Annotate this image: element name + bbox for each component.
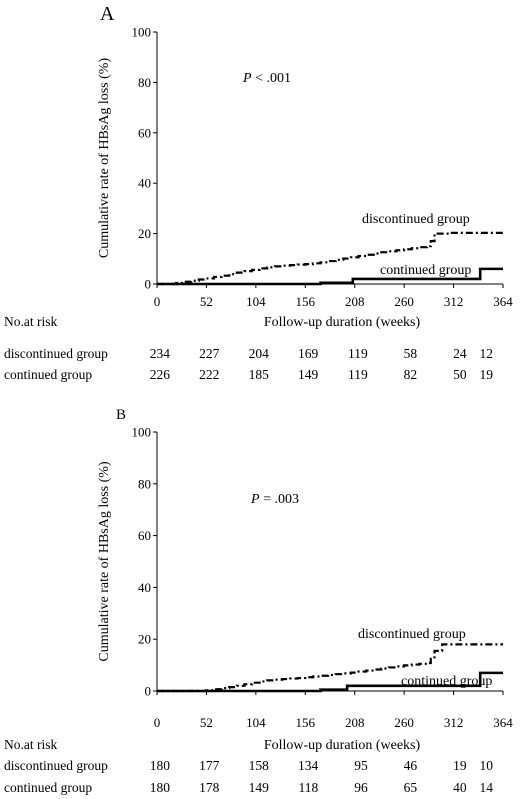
y-tick-label: 100 (132, 25, 152, 40)
panel-a: A 0 20 40 60 80 100 0 52 104 156 208 260 312 364 Cumula… (4, 3, 513, 382)
series-label: discontinued group (358, 627, 466, 642)
risk-value: 177 (199, 758, 220, 773)
risk-row-label: continued group (4, 780, 92, 795)
y-tick-label: 20 (138, 632, 151, 647)
x-tick-label: 0 (154, 294, 161, 309)
x-tick-label: 312 (444, 294, 464, 309)
panel-b: B 0 20 40 60 80 100 0 52 104 156 208 260 312 364 Cumula… (4, 407, 513, 795)
x-axis-title: Follow-up duration (weeks) (264, 315, 421, 330)
x-tick-label: 156 (296, 715, 316, 730)
risk-value: 149 (249, 780, 270, 795)
series-line-discontinued (157, 643, 503, 693)
y-axis-title: Cumulative rate of HBsAg loss (%) (97, 461, 112, 662)
risk-value: 185 (249, 367, 270, 382)
risk-table-title: No.at risk (4, 737, 57, 752)
risk-value: 12 (480, 346, 494, 361)
x-tick-label: 156 (296, 294, 316, 309)
risk-value: 40 (453, 780, 467, 795)
risk-value: 204 (249, 346, 270, 361)
risk-value: 96 (354, 780, 368, 795)
x-tick-label: 104 (246, 294, 266, 309)
y-tick-label: 40 (138, 580, 151, 595)
risk-value: 180 (150, 758, 171, 773)
series-label: continued group (380, 263, 471, 278)
risk-value: 82 (404, 367, 418, 382)
y-tick-label: 80 (138, 75, 151, 90)
x-tick-label: 208 (345, 715, 365, 730)
y-tick-label: 40 (138, 176, 151, 191)
y-tick-label: 0 (145, 684, 152, 699)
y-tick-label: 100 (132, 425, 152, 440)
p-value-annotation: P = .003 (250, 492, 299, 507)
risk-value: 169 (298, 346, 319, 361)
x-tick-label: 260 (394, 294, 414, 309)
risk-value: 118 (299, 780, 319, 795)
risk-value: 19 (453, 758, 467, 773)
y-axis-title: Cumulative rate of HBsAg loss (%) (97, 58, 112, 259)
risk-value: 234 (150, 346, 171, 361)
risk-value: 178 (199, 780, 220, 795)
risk-value: 14 (480, 780, 494, 795)
risk-value: 227 (199, 346, 220, 361)
risk-value: 50 (453, 367, 467, 382)
series-line-discontinued (157, 231, 503, 286)
x-axis-title: Follow-up duration (weeks) (264, 738, 421, 753)
y-tick-label: 60 (138, 528, 151, 543)
x-tick-label: 208 (345, 294, 365, 309)
risk-value: 24 (453, 346, 467, 361)
risk-row-label: discontinued group (4, 346, 108, 361)
risk-value: 222 (199, 367, 219, 382)
x-tick-label: 312 (444, 715, 464, 730)
p-value-prefix: P (242, 71, 252, 86)
risk-value: 119 (348, 346, 368, 361)
series-label: continued group (401, 674, 492, 689)
x-tick-label: 52 (200, 294, 213, 309)
x-tick-label: 0 (154, 715, 161, 730)
y-tick-label: 80 (138, 476, 151, 491)
risk-value: 226 (150, 367, 171, 382)
y-tick-label: 60 (138, 125, 151, 140)
risk-table-title: No.at risk (4, 314, 57, 329)
risk-row-label: continued group (4, 367, 92, 382)
x-tick-label: 52 (200, 715, 213, 730)
series-label: discontinued group (362, 212, 470, 227)
panel-label: B (116, 407, 126, 423)
p-value-text: < .001 (252, 71, 291, 86)
p-value-text: = .003 (260, 492, 299, 507)
risk-value: 58 (404, 346, 418, 361)
risk-value: 158 (249, 758, 270, 773)
x-tick-label: 364 (493, 715, 513, 730)
risk-value: 19 (480, 367, 494, 382)
risk-value: 149 (298, 367, 319, 382)
risk-value: 10 (480, 758, 494, 773)
risk-row-label: discontinued group (4, 758, 108, 773)
risk-value: 180 (150, 780, 171, 795)
p-value-annotation: P < .001 (242, 71, 291, 86)
risk-value: 95 (354, 758, 368, 773)
x-tick-label: 104 (246, 715, 266, 730)
risk-value: 46 (404, 758, 418, 773)
y-tick-label: 20 (138, 226, 151, 241)
panel-label: A (100, 3, 115, 25)
risk-value: 119 (348, 367, 368, 382)
x-tick-label: 260 (394, 715, 414, 730)
p-value-prefix: P (250, 492, 260, 507)
y-tick-label: 0 (145, 277, 152, 292)
risk-value: 65 (404, 780, 418, 795)
x-tick-label: 364 (493, 294, 513, 309)
risk-value: 134 (298, 758, 319, 773)
series-line-continued (157, 267, 503, 286)
series-line-continued (157, 671, 503, 693)
